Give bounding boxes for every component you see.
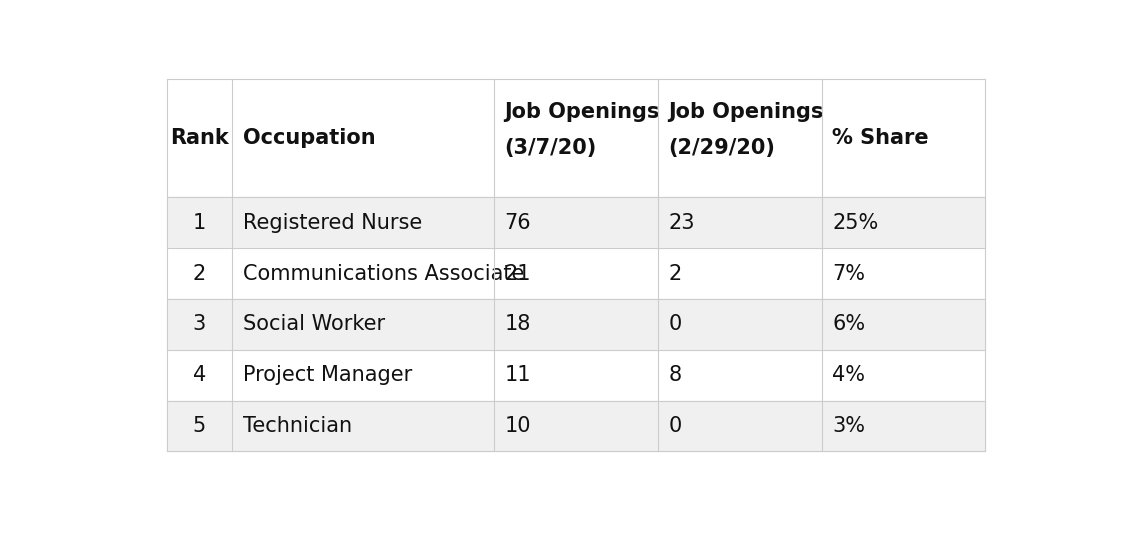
- Text: 8: 8: [669, 365, 681, 385]
- Bar: [166, 299, 986, 350]
- Bar: [166, 248, 986, 299]
- Text: 0: 0: [669, 416, 681, 436]
- Text: Rank: Rank: [170, 128, 229, 148]
- Text: 76: 76: [505, 213, 532, 233]
- Text: Social Worker: Social Worker: [243, 315, 384, 334]
- Text: 3%: 3%: [832, 416, 865, 436]
- Bar: [166, 79, 986, 197]
- Text: 1: 1: [192, 213, 206, 233]
- Text: Job Openings: Job Openings: [505, 102, 660, 122]
- Bar: [166, 400, 986, 452]
- Text: 21: 21: [505, 263, 532, 283]
- Text: Technician: Technician: [243, 416, 352, 436]
- Text: 4%: 4%: [832, 365, 865, 385]
- Bar: [166, 197, 986, 248]
- Text: 18: 18: [505, 315, 531, 334]
- Text: 0: 0: [669, 315, 681, 334]
- Text: 3: 3: [192, 315, 206, 334]
- Text: Registered Nurse: Registered Nurse: [243, 213, 422, 233]
- Text: 23: 23: [669, 213, 695, 233]
- Text: (3/7/20): (3/7/20): [505, 138, 597, 158]
- Text: Occupation: Occupation: [243, 128, 375, 148]
- Text: Job Openings: Job Openings: [669, 102, 824, 122]
- Text: 4: 4: [192, 365, 206, 385]
- Bar: [166, 350, 986, 400]
- Text: 25%: 25%: [832, 213, 878, 233]
- Text: 7%: 7%: [832, 263, 865, 283]
- Text: 2: 2: [192, 263, 206, 283]
- Text: Communications Associate: Communications Associate: [243, 263, 524, 283]
- Text: 6%: 6%: [832, 315, 865, 334]
- Text: 11: 11: [505, 365, 532, 385]
- Text: (2/29/20): (2/29/20): [669, 138, 776, 158]
- Text: % Share: % Share: [832, 128, 928, 148]
- Text: 2: 2: [669, 263, 681, 283]
- Text: Project Manager: Project Manager: [243, 365, 411, 385]
- Text: 10: 10: [505, 416, 532, 436]
- Text: 5: 5: [192, 416, 206, 436]
